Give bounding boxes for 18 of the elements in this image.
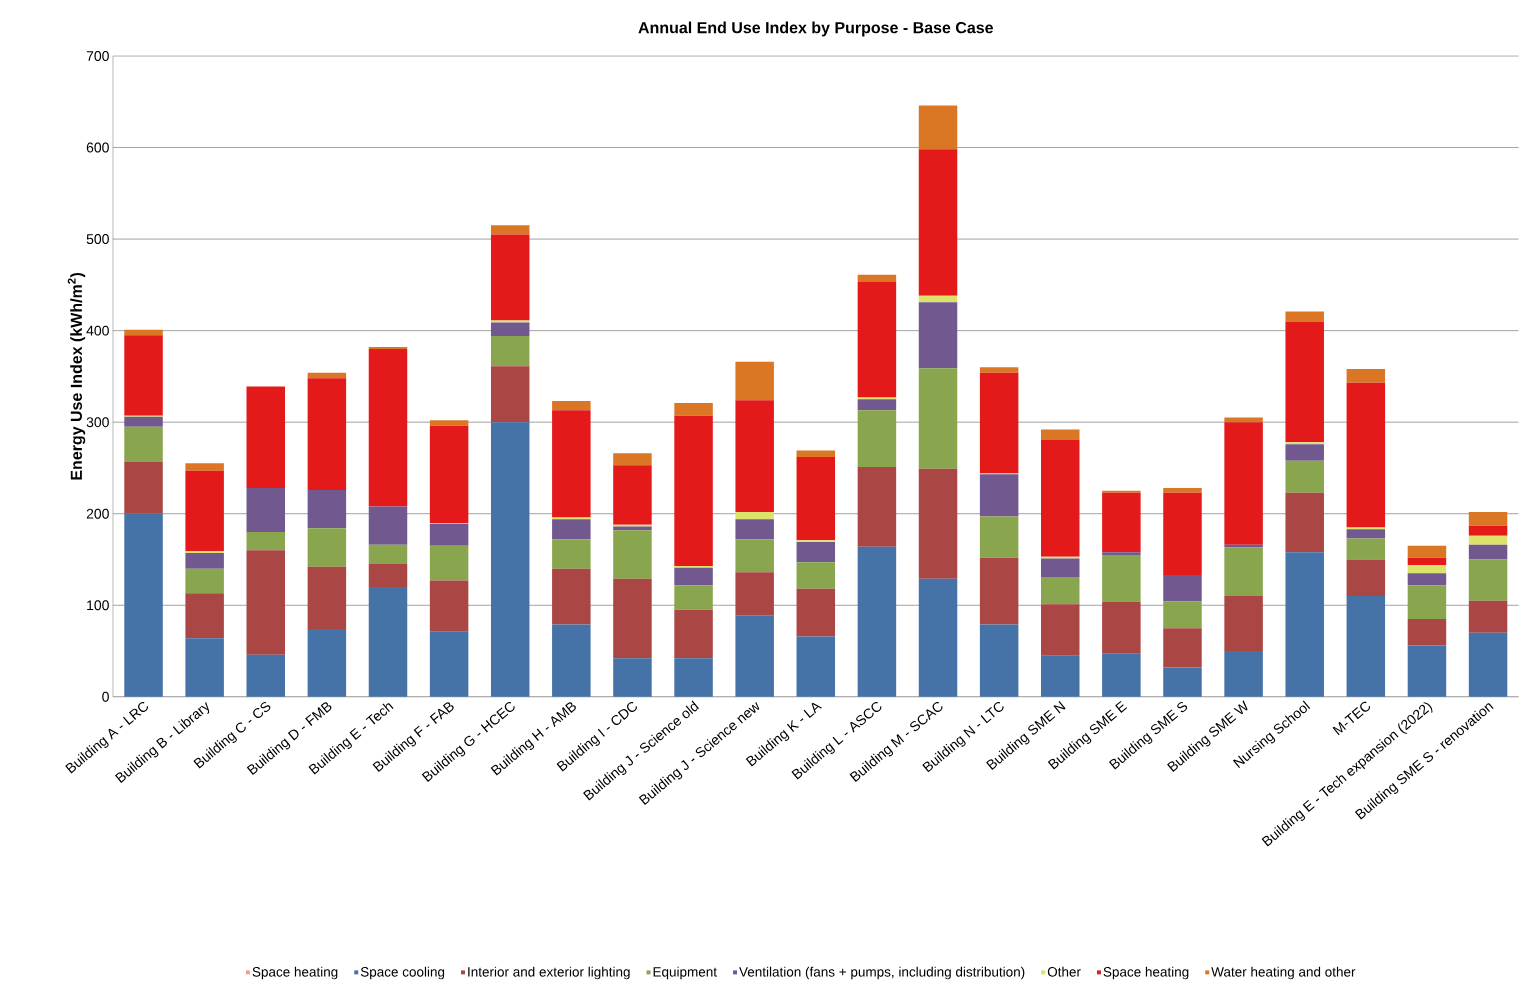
y-tick-label: 600 xyxy=(86,142,109,153)
y-tick-label: 100 xyxy=(87,600,109,611)
legend-label: Ventilation (fans + pumps, including distribution) xyxy=(739,966,1025,980)
chart-title: Annual End Use Index by Purpose - Base Case xyxy=(638,21,993,37)
y-tick-label: 200 xyxy=(86,508,109,519)
y-tick-label: 400 xyxy=(86,325,109,336)
legend-label: Space heating xyxy=(1103,966,1189,980)
legend-label: Space cooling xyxy=(360,966,445,980)
y-tick-label: 300 xyxy=(86,417,109,428)
y-axis-title: Energy Use Index (kWh/m$^{2}$) xyxy=(67,273,86,480)
legend-label: Space heating xyxy=(252,966,338,980)
legend-label: Water heating and other xyxy=(1211,966,1356,980)
y-tick-label: 700 xyxy=(86,51,109,62)
y-tick-label: 500 xyxy=(86,234,109,245)
y-tick-label: 0 xyxy=(102,691,109,702)
legend-label: Interior and exterior lighting xyxy=(468,966,630,980)
legend-label: Equipment xyxy=(653,966,717,980)
legend-label: Other xyxy=(1047,966,1081,977)
